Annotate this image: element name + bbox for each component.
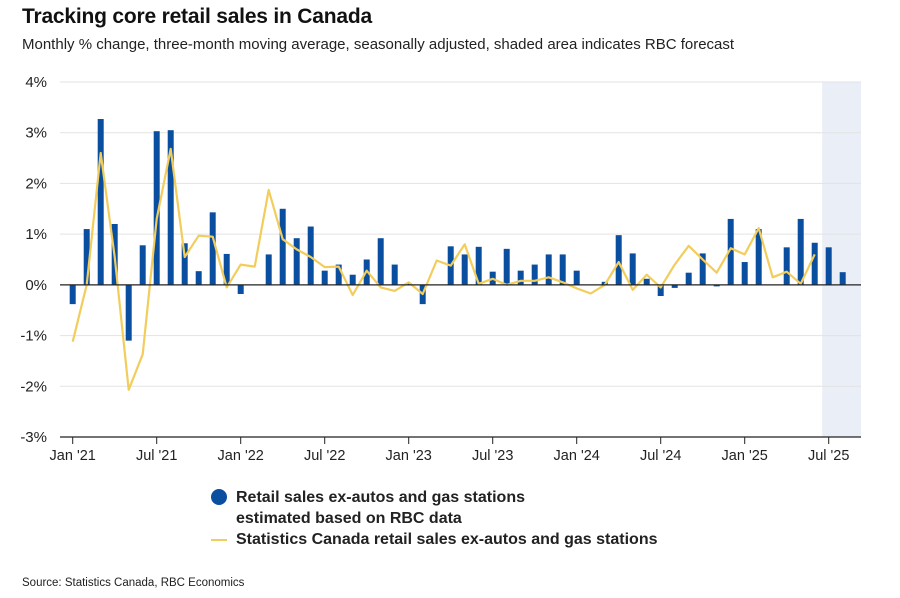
- bar: [377, 238, 384, 285]
- bar: [265, 254, 272, 285]
- line-series-statcan: [71, 147, 816, 391]
- y-tick-label: -1%: [20, 328, 47, 345]
- x-tick-label: Jan '21: [50, 448, 96, 464]
- bar: [279, 208, 286, 285]
- chart-subtitle: Monthly % change, three-month moving ave…: [22, 36, 735, 53]
- bar: [83, 229, 90, 285]
- bar: [699, 253, 706, 285]
- bar: [475, 246, 482, 285]
- bar: [615, 235, 622, 285]
- y-tick-label: 0%: [25, 277, 47, 294]
- y-tick-label: 4%: [25, 74, 47, 91]
- bar: [461, 254, 468, 285]
- bar: [405, 283, 412, 285]
- x-tick-label: Jan '24: [554, 448, 600, 464]
- bar: [97, 119, 104, 285]
- y-tick-label: -3%: [20, 429, 47, 446]
- bar: [223, 253, 230, 285]
- bar: [811, 242, 818, 285]
- bar: [685, 272, 692, 285]
- x-tick-label: Jul '24: [640, 448, 681, 464]
- bar: [153, 131, 160, 285]
- bar: [503, 248, 510, 285]
- y-tick-label: -2%: [20, 378, 47, 395]
- legend-bar-label-line1: Retail sales ex-autos and gas stations: [236, 489, 525, 506]
- bar: [783, 247, 790, 285]
- bar: [391, 264, 398, 285]
- bar: [321, 270, 328, 285]
- x-tick-label: Jan '23: [386, 448, 432, 464]
- chart-title: Tracking core retail sales in Canada: [22, 5, 372, 28]
- bar: [349, 274, 356, 285]
- legend-bar-label-line2: estimated based on RBC data: [236, 510, 462, 527]
- legend-item-bars: Retail sales ex-autos and gas stations e…: [211, 487, 658, 529]
- bar: [293, 238, 300, 285]
- chart-legend: Retail sales ex-autos and gas stations e…: [211, 487, 658, 550]
- y-tick-label: 2%: [25, 175, 47, 192]
- bar: [181, 243, 188, 285]
- bar: [797, 218, 804, 285]
- x-tick-label: Jan '25: [722, 448, 768, 464]
- y-tick-label: 3%: [25, 125, 47, 142]
- bar: [713, 284, 720, 287]
- bar: [643, 278, 650, 285]
- source-note: Source: Statistics Canada, RBC Economics: [22, 577, 245, 589]
- bar: [825, 247, 832, 285]
- x-tick-label: Jul '22: [304, 448, 345, 464]
- bar: [237, 284, 244, 294]
- bar: [545, 254, 552, 285]
- bar: [307, 226, 314, 285]
- bar: [629, 253, 636, 285]
- bar: [195, 271, 202, 285]
- x-tick-label: Jan '22: [218, 448, 264, 464]
- bar: [839, 272, 846, 285]
- legend-line-label: Statistics Canada retail sales ex-autos …: [236, 531, 658, 548]
- bar: [517, 270, 524, 285]
- bar: [335, 264, 342, 285]
- bar: [69, 284, 76, 305]
- bar: [657, 284, 664, 297]
- legend-bar-swatch-icon: [211, 489, 227, 505]
- x-tick-label: Jul '23: [472, 448, 513, 464]
- bar: [755, 229, 762, 285]
- bar: [209, 212, 216, 285]
- bar: [139, 245, 146, 285]
- bar: [727, 218, 734, 285]
- legend-line-swatch-icon: [211, 539, 227, 541]
- bar: [671, 284, 678, 288]
- bar: [573, 270, 580, 285]
- x-tick-label: Jul '21: [136, 448, 177, 464]
- y-tick-label: 1%: [25, 226, 47, 243]
- bar: [125, 284, 132, 341]
- bar: [741, 262, 748, 285]
- x-tick-label: Jul '25: [808, 448, 849, 464]
- bar: [559, 254, 566, 285]
- bar: [167, 130, 174, 285]
- bar: [531, 264, 538, 285]
- legend-item-line: Statistics Canada retail sales ex-autos …: [211, 529, 658, 550]
